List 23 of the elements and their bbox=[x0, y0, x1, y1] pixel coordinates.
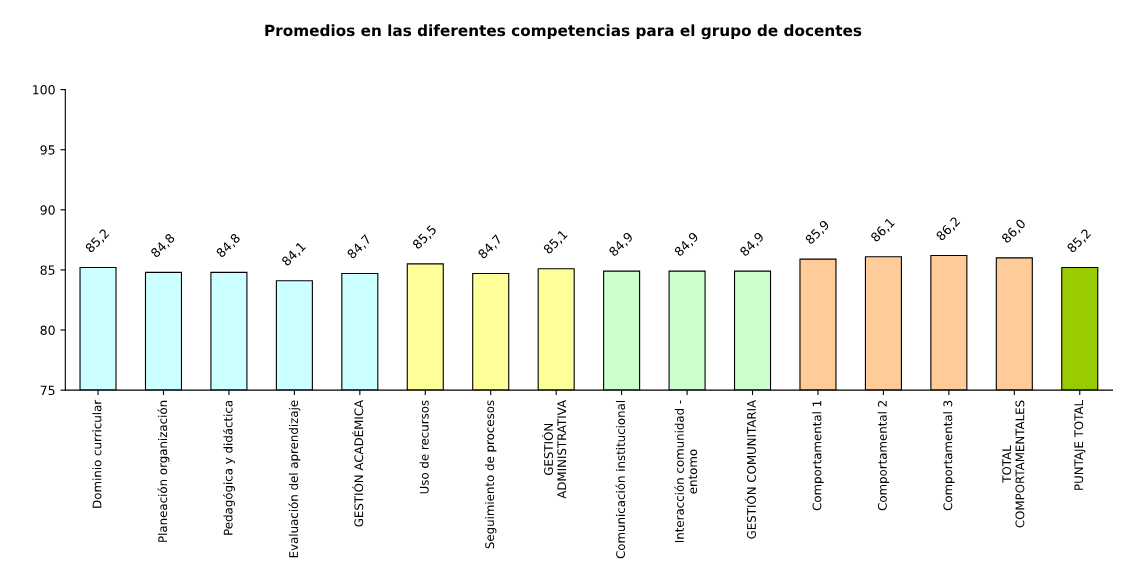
x-tick-label: GESTIÓN COMUNITARIA bbox=[744, 399, 756, 539]
x-tick-label: Pedagógica y didáctica bbox=[222, 400, 235, 535]
x-tick-label: Comportamental 1 bbox=[812, 400, 824, 511]
y-tick-label: 90 bbox=[40, 205, 55, 215]
x-tick-label: Comportamental 2 bbox=[877, 401, 890, 511]
x-tick-label: Dominio curricular bbox=[92, 399, 102, 508]
y-tick-label: 85 bbox=[40, 265, 55, 275]
y-tick-label: 80 bbox=[40, 325, 55, 335]
x-tick-label: GESTIÓN ADMINISTRATIVA bbox=[541, 399, 567, 499]
x-tick-label: Planeación organización bbox=[157, 400, 170, 542]
y-tick-label: 95 bbox=[40, 145, 55, 155]
x-tick-label: Comunicación institucional bbox=[615, 400, 626, 559]
y-tick-label: 100 bbox=[33, 85, 55, 95]
x-tick-label: Interacción comunidad - entomo bbox=[674, 400, 698, 543]
x-tick-label: GESTIÓN ACADÉMICA bbox=[352, 399, 364, 527]
y-tick-label: 75 bbox=[40, 385, 55, 396]
x-tick-label: PUNTAJE TOTAL bbox=[1074, 399, 1086, 490]
x-tick-label: Seguimiento de procesos bbox=[485, 400, 497, 549]
x-tick-label: Uso de recursos bbox=[419, 400, 429, 494]
chart-title: Promedios en las diferentes competencias para el grupo de docentes bbox=[265, 24, 862, 40]
x-tick-label: TOTAL COMPORTAMENTALES bbox=[1002, 400, 1025, 528]
x-tick-label: Evaluación del aprendizaje bbox=[288, 400, 301, 558]
x-tick-label: Comportamental 3 bbox=[943, 400, 955, 511]
